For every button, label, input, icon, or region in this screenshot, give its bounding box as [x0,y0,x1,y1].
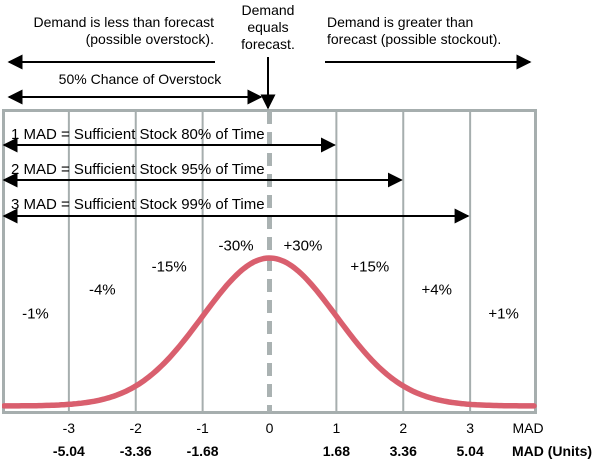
x-axis-tick-units: 3.36 [389,443,417,459]
segment-probability-label: -4% [88,281,116,299]
x-axis-mad-units-label: MAD (Units) [511,443,593,459]
demand-equals-annotation: Demand equals forecast. [223,2,313,53]
demand-equals-line2: equals [247,19,289,35]
segment-probability-label: +4% [421,281,452,299]
demand-less-line2: (possible overstock). [85,31,214,47]
x-axis-tick-mad: 0 [265,420,274,436]
demand-greater-line2: forecast (possible stockout). [327,31,502,47]
demand-greater-annotation: Demand is greater than forecast (possibl… [327,14,501,48]
demand-equals-line3: forecast. [241,36,295,52]
x-axis-tick-mad: 3 [466,420,475,436]
segment-probability-label: -30% [218,237,254,255]
x-axis-mad-unit-label: MAD [512,420,544,436]
segment-probability-label: +1% [488,305,519,323]
segment-probability-label: +15% [350,258,390,276]
demand-greater-line1: Demand is greater than [327,14,474,30]
segment-probability-label: -1% [22,305,49,323]
overstock-chance-label: 50% Chance of Overstock [58,71,222,87]
distribution-plot [2,109,537,414]
mad-coverage-label: 1 MAD = Sufficient Stock 80% of Time [11,126,265,143]
x-axis-tick-units: -1.68 [186,443,219,459]
mad-coverage-label: 3 MAD = Sufficient Stock 99% of Time [11,196,265,213]
x-axis-tick-mad: -3 [62,420,76,436]
mad-coverage-label: 2 MAD = Sufficient Stock 95% of Time [11,161,265,178]
segment-probability-label: -15% [151,258,187,276]
x-axis-tick-mad: -1 [196,420,209,436]
demand-less-annotation: Demand is less than forecast (possible o… [0,14,214,48]
x-axis-tick-mad: 1 [332,420,341,436]
demand-less-line1: Demand is less than forecast [33,14,214,30]
x-axis-tick-mad: 2 [399,420,408,436]
x-axis-tick-units: 5.04 [456,443,484,459]
x-axis-tick-mad: -2 [129,420,142,436]
segment-probability-label: +30% [283,237,323,255]
demand-equals-line1: Demand [241,2,295,18]
x-axis-tick-units: -5.04 [52,443,85,459]
x-axis-tick-units: -3.36 [119,443,152,459]
x-axis-tick-units: 1.68 [322,443,350,459]
